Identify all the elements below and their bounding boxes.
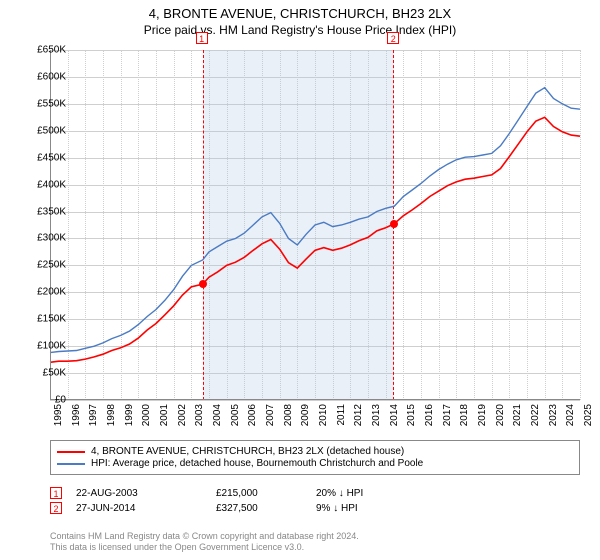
- ytick-label: £600K: [37, 71, 66, 82]
- xtick-label: 2015: [406, 404, 417, 426]
- xtick-label: 2001: [159, 404, 170, 426]
- sale-hpi-delta: 9% ↓ HPI: [316, 503, 358, 514]
- line-series-svg: [50, 50, 580, 400]
- sale-marker-box: 1: [196, 32, 208, 44]
- xtick-label: 2018: [459, 404, 470, 426]
- plot-area: 12: [50, 50, 580, 400]
- ytick-label: £150K: [37, 314, 66, 325]
- sale-date: 27-JUN-2014: [76, 503, 216, 514]
- xtick-label: 1996: [71, 404, 82, 426]
- xtick-label: 2014: [389, 404, 400, 426]
- sale-marker-box: 1: [50, 487, 62, 499]
- xtick-label: 1998: [106, 404, 117, 426]
- legend-row: HPI: Average price, detached house, Bour…: [57, 458, 573, 469]
- sale-point-dot: [199, 280, 207, 288]
- footer-line2: This data is licensed under the Open Gov…: [50, 542, 359, 554]
- ytick-label: £250K: [37, 260, 66, 271]
- ytick-label: £650K: [37, 45, 66, 56]
- legend-swatch: [57, 463, 85, 465]
- sale-row: 2 27-JUN-2014£327,5009% ↓ HPI: [50, 502, 580, 514]
- xtick-label: 2016: [424, 404, 435, 426]
- legend-box: 4, BRONTE AVENUE, CHRISTCHURCH, BH23 2LX…: [50, 440, 580, 475]
- xtick-label: 2023: [548, 404, 559, 426]
- xtick-label: 2013: [371, 404, 382, 426]
- xtick-label: 2008: [283, 404, 294, 426]
- sale-price: £215,000: [216, 488, 316, 499]
- xtick-label: 2010: [318, 404, 329, 426]
- ytick-label: £400K: [37, 179, 66, 190]
- sale-row: 1 22-AUG-2003£215,00020% ↓ HPI: [50, 487, 580, 499]
- ytick-label: £200K: [37, 287, 66, 298]
- xtick-label: 1997: [88, 404, 99, 426]
- xtick-label: 2012: [353, 404, 364, 426]
- sale-price: £327,500: [216, 503, 316, 514]
- xtick-label: 2000: [141, 404, 152, 426]
- xtick-label: 2024: [565, 404, 576, 426]
- ytick-label: £50K: [43, 368, 66, 379]
- sales-table: 1 22-AUG-2003£215,00020% ↓ HPI 2 27-JUN-201…: [50, 484, 580, 517]
- xtick-label: 2007: [265, 404, 276, 426]
- xtick-label: 2006: [247, 404, 258, 426]
- chart-subtitle: Price paid vs. HM Land Registry's House …: [0, 23, 600, 37]
- xtick-label: 2004: [212, 404, 223, 426]
- xtick-label: 2003: [194, 404, 205, 426]
- legend-row: 4, BRONTE AVENUE, CHRISTCHURCH, BH23 2LX…: [57, 446, 573, 457]
- xtick-label: 1999: [124, 404, 135, 426]
- footer-attribution: Contains HM Land Registry data © Crown c…: [50, 531, 359, 554]
- legend-swatch: [57, 451, 85, 453]
- chart-title-address: 4, BRONTE AVENUE, CHRISTCHURCH, BH23 2LX: [0, 6, 600, 21]
- xtick-label: 2002: [177, 404, 188, 426]
- ytick-label: £350K: [37, 206, 66, 217]
- sale-date: 22-AUG-2003: [76, 488, 216, 499]
- sale-marker-box: 2: [387, 32, 399, 44]
- sale-hpi-delta: 20% ↓ HPI: [316, 488, 363, 499]
- xtick-label: 2005: [230, 404, 241, 426]
- xtick-label: 2025: [583, 404, 594, 426]
- ytick-label: £500K: [37, 125, 66, 136]
- xtick-label: 2019: [477, 404, 488, 426]
- gridline-h: [50, 400, 580, 401]
- gridline-v: [580, 50, 581, 400]
- legend-label: HPI: Average price, detached house, Bour…: [91, 458, 423, 469]
- ytick-label: £550K: [37, 98, 66, 109]
- sale-point-dot: [390, 220, 398, 228]
- xtick-label: 2021: [512, 404, 523, 426]
- series-hpi: [50, 88, 580, 353]
- footer-line1: Contains HM Land Registry data © Crown c…: [50, 531, 359, 543]
- xtick-label: 2011: [336, 404, 347, 426]
- legend-label: 4, BRONTE AVENUE, CHRISTCHURCH, BH23 2LX…: [91, 446, 404, 457]
- series-price_paid: [50, 117, 580, 362]
- sale-marker-box: 2: [50, 502, 62, 514]
- xtick-label: 2009: [300, 404, 311, 426]
- ytick-label: £100K: [37, 341, 66, 352]
- xtick-label: 2017: [442, 404, 453, 426]
- chart-container: 4, BRONTE AVENUE, CHRISTCHURCH, BH23 2LX…: [0, 0, 600, 560]
- ytick-label: £450K: [37, 152, 66, 163]
- xtick-label: 2020: [495, 404, 506, 426]
- xtick-label: 1995: [53, 404, 64, 426]
- ytick-label: £300K: [37, 233, 66, 244]
- title-block: 4, BRONTE AVENUE, CHRISTCHURCH, BH23 2LX…: [0, 0, 600, 37]
- xtick-label: 2022: [530, 404, 541, 426]
